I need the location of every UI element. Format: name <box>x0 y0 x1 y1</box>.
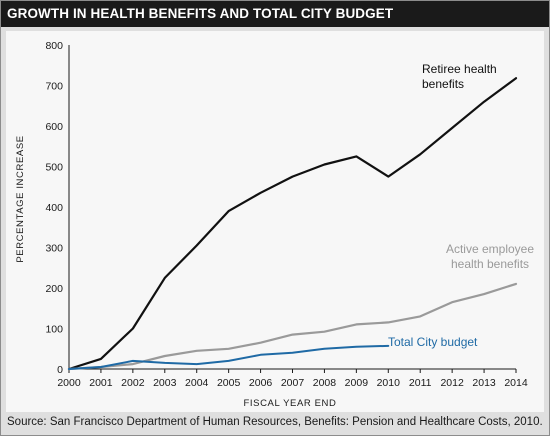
x-tick-label: 2000 <box>57 377 81 389</box>
x-tick-label: 2011 <box>409 377 432 389</box>
series-line-2 <box>67 282 518 371</box>
tick-labels: 0 100 200 300 400 500 600 700 800 2000 2001 2002 200… <box>45 40 527 389</box>
series-label-1: Retiree health <box>422 62 497 76</box>
x-tick-label: 2007 <box>281 377 305 389</box>
x-tick-label: 2006 <box>249 377 273 389</box>
x-tick-label: 2012 <box>440 377 464 389</box>
x-axis-label: FISCAL YEAR END <box>244 398 337 409</box>
series-label-2: health benefits <box>451 257 529 271</box>
x-tick-label: 2013 <box>472 377 496 389</box>
line-chart: 0 100 200 300 400 500 600 700 800 2000 2001 2002 200… <box>15 40 534 409</box>
x-tick-label: 2014 <box>504 377 528 389</box>
x-tick-label: 2008 <box>313 377 337 389</box>
y-tick-label: 700 <box>45 81 63 93</box>
series-line-1 <box>67 77 518 371</box>
y-tick-label: 100 <box>45 324 63 336</box>
y-axis-label: PERCENTAGE INCREASE <box>15 135 26 262</box>
x-tick-label: 2005 <box>217 377 241 389</box>
plot-panel: 0 100 200 300 400 500 600 700 800 2000 2001 2002 200… <box>6 31 544 412</box>
series-line-3 <box>68 344 390 370</box>
y-tick-label: 800 <box>45 40 63 52</box>
x-tick-label: 2003 <box>153 377 177 389</box>
series-label-3: Total City budget <box>388 335 478 349</box>
x-tick-label: 2002 <box>121 377 145 389</box>
chart-title: GROWTH IN HEALTH BENEFITS AND TOTAL CITY… <box>1 1 549 27</box>
x-tick-label: 2009 <box>345 377 369 389</box>
source-note: Source: San Francisco Department of Huma… <box>7 416 543 428</box>
y-tick-label: 0 <box>57 364 63 376</box>
y-tick-label: 200 <box>45 283 63 295</box>
series-label-2: Active employee <box>446 242 534 256</box>
y-tick-label: 300 <box>45 243 63 255</box>
x-tick-label: 2001 <box>89 377 113 389</box>
series-label-1: benefits <box>422 77 464 91</box>
x-tick-label: 2010 <box>377 377 401 389</box>
axes <box>68 45 516 370</box>
y-tick-label: 600 <box>45 121 63 133</box>
y-tick-label: 400 <box>45 202 63 214</box>
x-tick-label: 2004 <box>185 377 209 389</box>
y-tick-label: 500 <box>45 162 63 174</box>
series-lines <box>67 77 518 371</box>
